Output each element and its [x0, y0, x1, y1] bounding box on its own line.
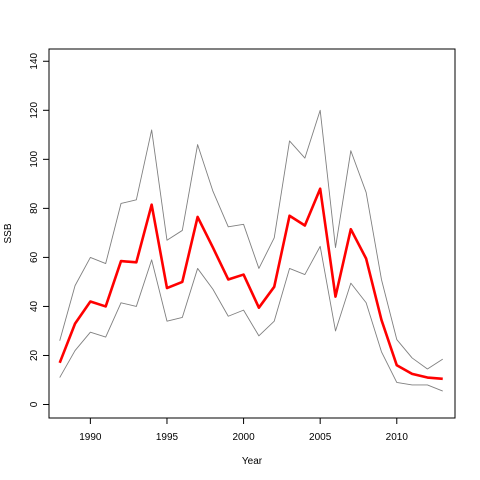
series-line-upper-bound	[59, 109, 443, 370]
y-tick-label: 20	[29, 349, 40, 361]
y-tick-label: 100	[29, 151, 40, 168]
y-tick-label: 0	[29, 401, 40, 407]
x-tick-label: 2005	[309, 432, 332, 443]
y-tick-label: 40	[29, 300, 40, 312]
x-tick-label: 2000	[232, 432, 255, 443]
x-axis: 1990 1995 2000 2005 2010	[79, 417, 409, 443]
x-tick-label: 1990	[79, 432, 102, 443]
y-axis-title: SSB	[3, 223, 14, 243]
y-tick-label: 140	[29, 52, 40, 69]
series-layer	[58, 109, 443, 392]
x-axis-title: Year	[242, 456, 263, 467]
y-tick-label: 120	[29, 102, 40, 119]
x-tick-label: 2010	[386, 432, 409, 443]
x-tick-label: 1995	[156, 432, 179, 443]
series-line-estimate	[58, 187, 443, 381]
y-tick-label: 60	[29, 251, 40, 263]
series-line-lower-bound	[59, 245, 443, 392]
y-axis: 0 20 40 60 80 100 120 140	[29, 52, 50, 407]
y-tick-label: 80	[29, 202, 40, 214]
